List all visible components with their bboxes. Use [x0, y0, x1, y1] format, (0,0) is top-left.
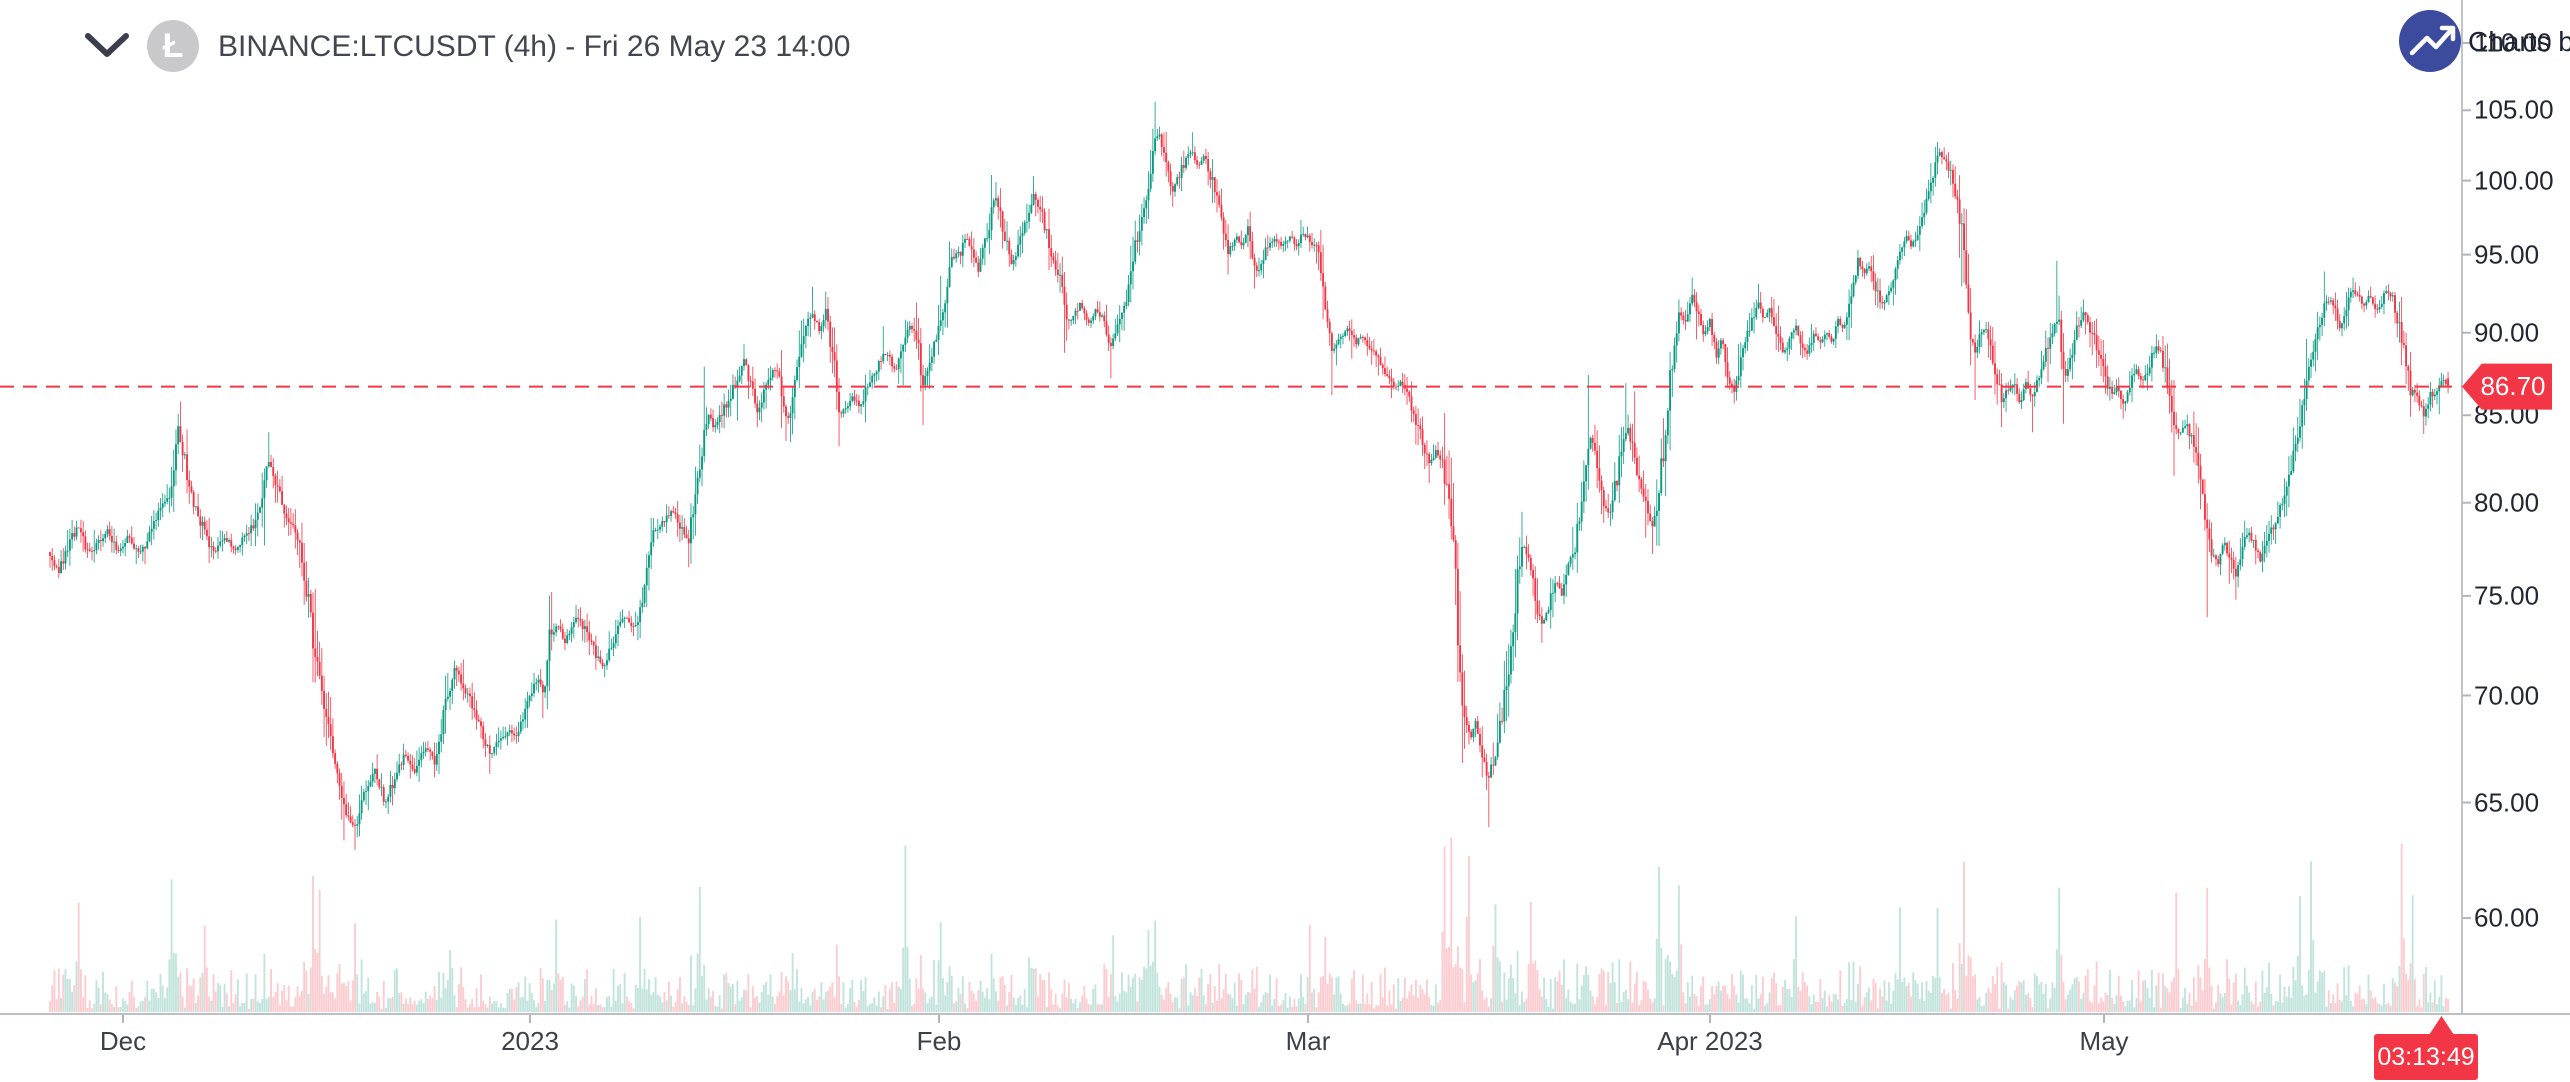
volume-bars-down: [49, 837, 2450, 1012]
price-line-label: 86.70: [2462, 363, 2552, 410]
price-tick-label: 60.00: [2474, 902, 2540, 933]
candle-bodies-down: [49, 134, 2450, 826]
time-tick-label: Dec: [99, 1026, 147, 1056]
litecoin-letter: Ł: [162, 26, 184, 65]
price-tick-label: 110.00: [2474, 27, 2552, 58]
countdown-badge: 03:13:49: [2374, 1034, 2478, 1080]
price-tick-label: 75.00: [2474, 580, 2540, 611]
price-tick-label: 100.00: [2474, 165, 2554, 196]
volume-bars-up: [60, 845, 2445, 1012]
price-tick-label: 95.00: [2474, 239, 2540, 270]
price-tick-label: 105.00: [2474, 94, 2554, 125]
time-tick-label: 2023: [501, 1026, 559, 1056]
candle-wicks-down: [49, 132, 2449, 850]
time-tick-label: Apr 2023: [1657, 1026, 1763, 1056]
time-tick-label: Feb: [916, 1026, 962, 1056]
candle-bodies-up: [60, 134, 2445, 826]
symbol-title: BINANCE:LTCUSDT (4h) - Fri 26 May 23 14:…: [218, 30, 851, 63]
price-tick-label: 65.00: [2474, 787, 2540, 817]
price-tick-label: 80.00: [2474, 487, 2540, 518]
chevron-down-icon[interactable]: [84, 31, 134, 61]
trend-arrowhead-icon: [2439, 25, 2456, 42]
axis-tick-marks: [122, 42, 2471, 1023]
price-tick-label: 90.00: [2474, 317, 2540, 348]
price-line-value: 86.70: [2480, 371, 2546, 402]
candle-wicks-up: [60, 101, 2445, 838]
time-tick-label: May: [2079, 1026, 2129, 1056]
trend-arrow-icon: [2409, 26, 2455, 56]
time-tick-label: Mar: [1285, 1026, 1331, 1056]
litecoin-icon: Ł: [147, 20, 199, 72]
price-tick-label: 70.00: [2474, 680, 2540, 710]
countdown-value: 03:13:49: [2377, 1042, 2475, 1071]
attribution-label[interactable]: Charts b: [2468, 26, 2570, 57]
